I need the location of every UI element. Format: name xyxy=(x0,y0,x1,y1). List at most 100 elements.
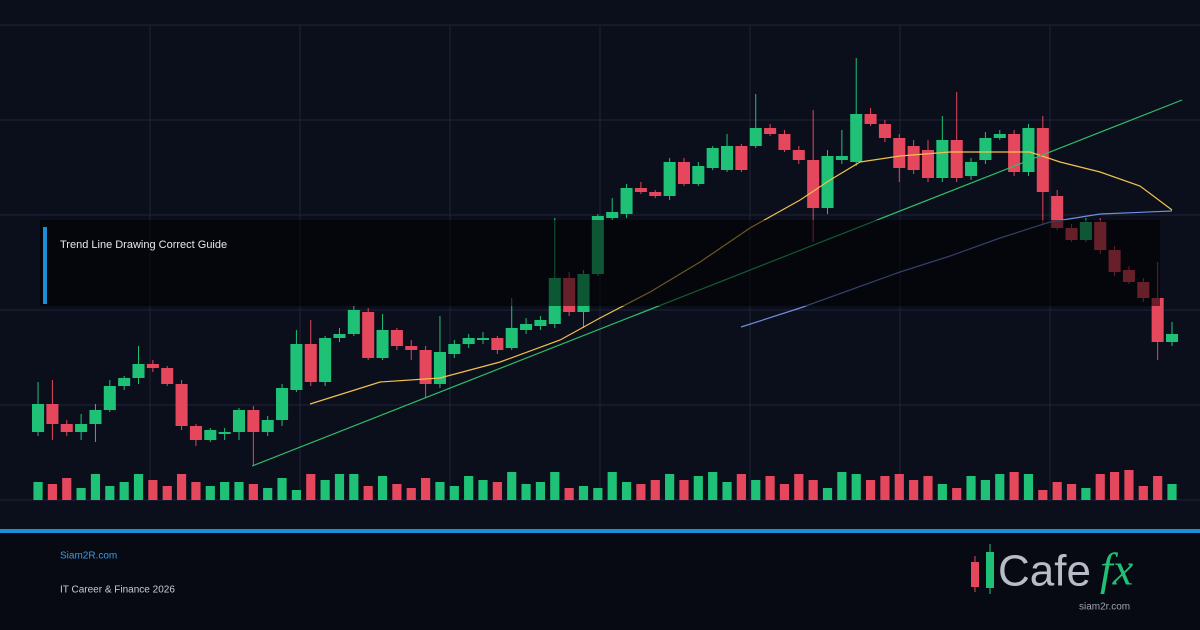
candle-body xyxy=(993,134,1006,138)
candle-body xyxy=(864,114,877,124)
volume-bar xyxy=(708,472,718,500)
volume-bar xyxy=(909,480,919,500)
candle-body xyxy=(936,140,949,178)
volume-bar xyxy=(449,486,459,500)
candle-body xyxy=(850,114,863,162)
banner-title: Trend Line Drawing Correct Guide xyxy=(60,239,227,251)
candle-body xyxy=(347,310,360,334)
candle-body xyxy=(161,368,174,384)
volume-bar xyxy=(363,486,373,500)
candle-body xyxy=(132,364,145,378)
candle-body xyxy=(118,378,131,386)
volume-bar xyxy=(880,476,890,500)
volume-bar xyxy=(550,472,560,500)
volume-bar xyxy=(205,486,215,500)
candle-body xyxy=(319,338,332,382)
candle-body xyxy=(878,124,891,138)
candle-body xyxy=(46,404,59,424)
candle-body xyxy=(634,188,647,192)
candle-body xyxy=(75,424,88,432)
candle-body xyxy=(146,364,159,368)
candle-body xyxy=(218,432,231,434)
candle-body xyxy=(649,192,662,196)
volume-bar xyxy=(1124,470,1134,500)
volume-bar xyxy=(507,472,517,500)
title-banner xyxy=(40,220,1160,306)
candle-body xyxy=(965,162,978,176)
volume-bar xyxy=(1052,482,1062,500)
candle-body xyxy=(261,420,274,432)
volume-bar xyxy=(392,484,402,500)
volume-bar xyxy=(148,480,158,500)
volume-bar xyxy=(291,490,302,500)
candle-body xyxy=(534,320,547,326)
candle-body xyxy=(175,384,188,426)
volume-bar xyxy=(220,482,230,500)
candle-body xyxy=(290,344,303,390)
candle-body xyxy=(1022,128,1035,172)
volume-bar xyxy=(779,484,790,500)
candle-body xyxy=(32,404,45,432)
banner-accent xyxy=(43,227,47,304)
volume-bar xyxy=(263,488,273,500)
volume-bar xyxy=(1066,484,1077,500)
indicator-line xyxy=(309,151,1173,405)
candle-body xyxy=(60,424,73,432)
volume-bar xyxy=(119,482,129,500)
candle-body xyxy=(433,352,446,384)
volume-bar xyxy=(334,474,345,500)
candle-body xyxy=(620,188,633,214)
volume-bar xyxy=(995,474,1005,500)
volume-bar xyxy=(377,476,388,500)
volume-bar xyxy=(47,484,57,500)
volume-bar xyxy=(1023,474,1034,500)
candle-body xyxy=(1151,298,1164,342)
footer xyxy=(0,532,1200,630)
volume-bar xyxy=(865,480,876,500)
candle-body xyxy=(692,166,705,184)
candle-body xyxy=(232,410,246,432)
volume-bar xyxy=(162,486,172,500)
volume-bar xyxy=(578,486,589,500)
candle-body xyxy=(204,430,217,440)
volume-bar xyxy=(1153,476,1163,500)
volume-bar xyxy=(1110,472,1120,500)
candle-body xyxy=(304,344,317,382)
volume-bar xyxy=(478,480,488,500)
volume-bar xyxy=(1167,484,1177,500)
volume-bar xyxy=(76,488,86,500)
volume-bar xyxy=(822,488,833,500)
volume-bar xyxy=(464,476,474,500)
volume-bar xyxy=(105,486,115,500)
candle-body xyxy=(749,128,762,146)
logo: Cafe fx siam2r.com xyxy=(971,544,1134,613)
logo-url: siam2r.com xyxy=(1079,602,1130,613)
candle-body xyxy=(448,344,461,354)
volume-bar xyxy=(521,484,531,500)
candle-body xyxy=(103,386,116,410)
volume-bar xyxy=(435,482,445,500)
candle-body xyxy=(333,334,346,338)
candle-body xyxy=(893,138,906,168)
candle-body xyxy=(376,330,389,358)
volume-bar xyxy=(722,482,732,500)
volume-bar xyxy=(349,474,359,500)
candle-body xyxy=(979,138,992,160)
volume-bar xyxy=(1009,472,1019,500)
candle-body xyxy=(792,150,805,160)
logo-main: Cafe xyxy=(998,547,1091,596)
volume-bar xyxy=(176,474,187,500)
candle-body xyxy=(520,324,533,330)
logo-accent: fx xyxy=(1100,544,1134,595)
volume-bar xyxy=(765,476,775,500)
tagline: IT Career & Finance 2026 xyxy=(60,585,175,596)
candle-body xyxy=(247,410,260,432)
volume-bar xyxy=(62,478,72,500)
volume-bar xyxy=(406,488,416,500)
candle-body xyxy=(677,162,690,184)
volume-bar xyxy=(306,474,316,500)
volume-bar xyxy=(133,474,144,500)
candle-body xyxy=(476,338,490,340)
volume-bar xyxy=(90,474,101,500)
